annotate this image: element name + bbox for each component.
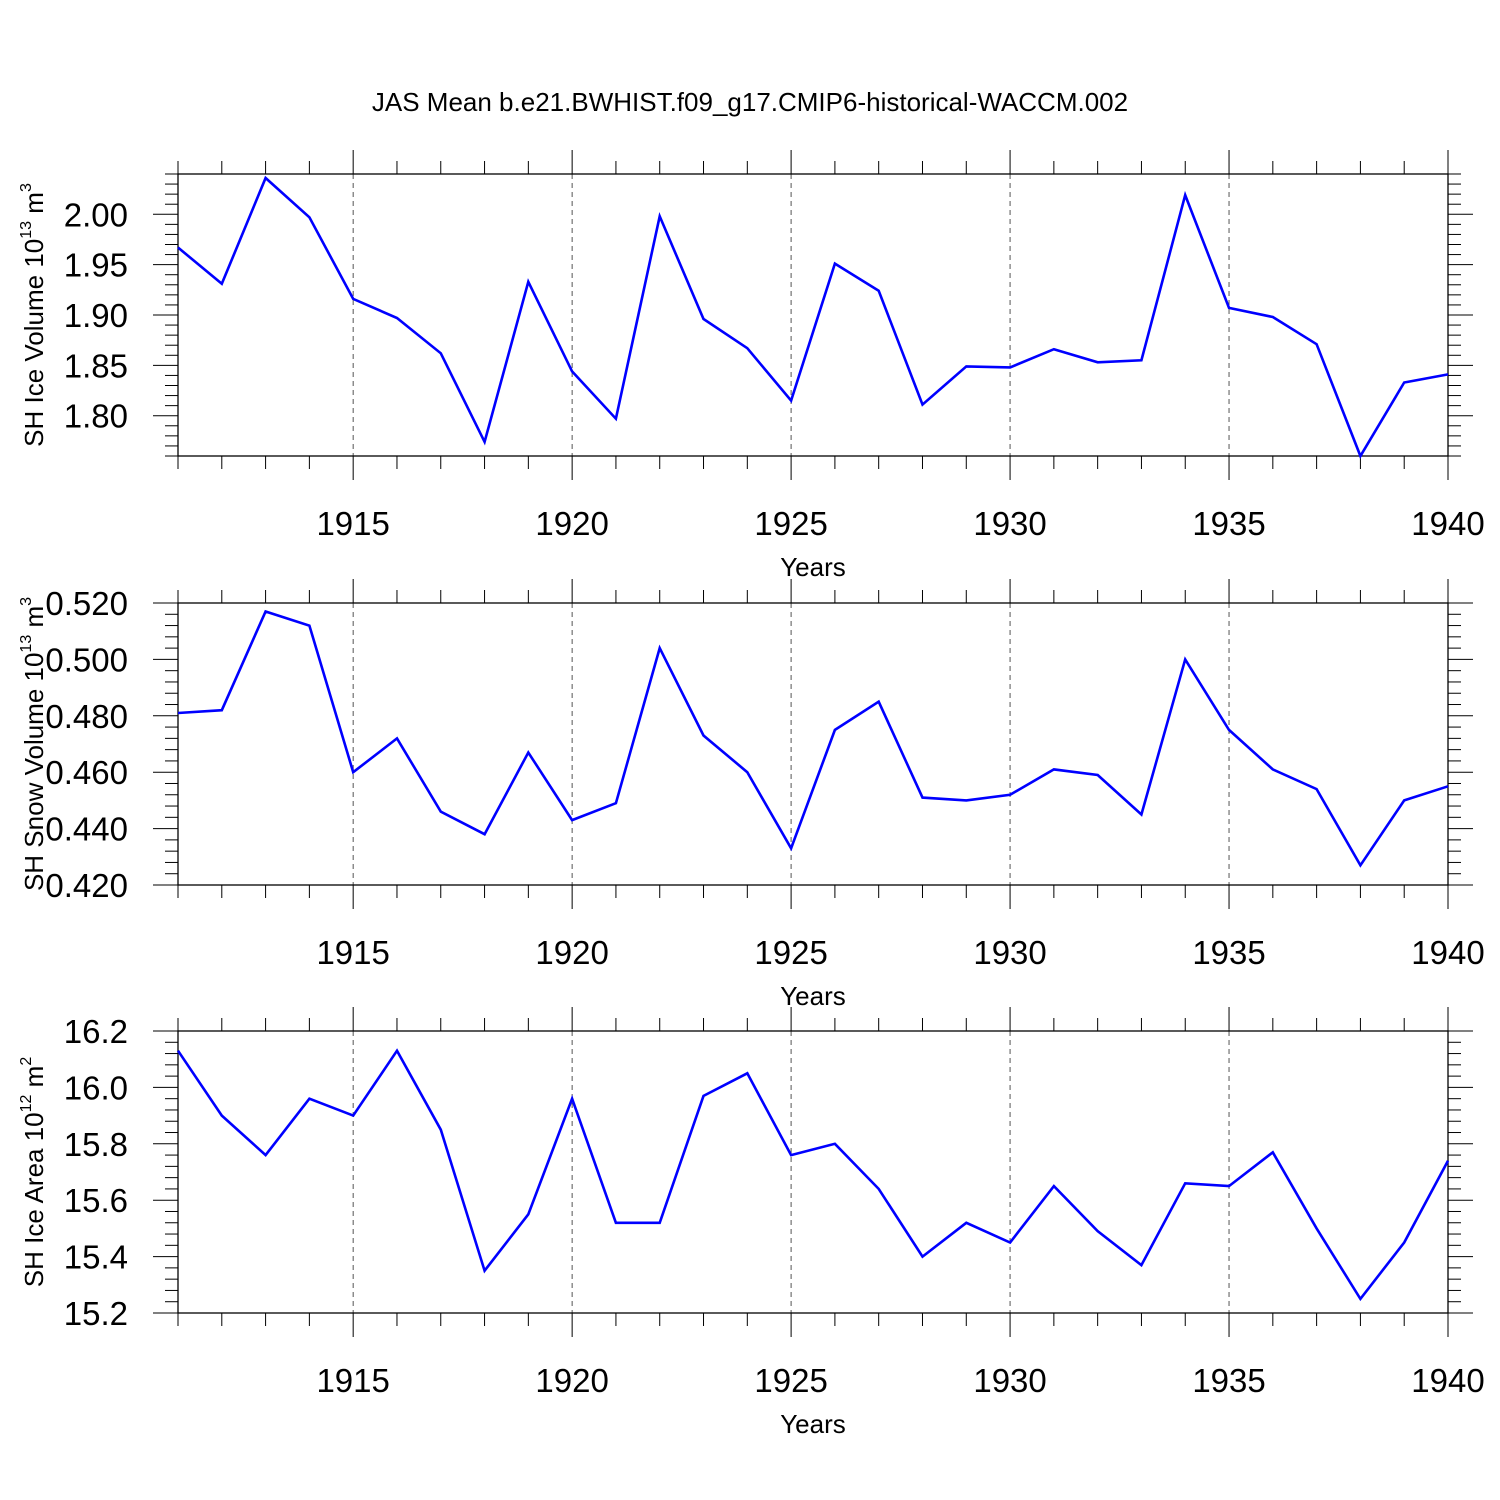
x-tick-label: 1920 (535, 505, 608, 542)
x-axis-title: Years (780, 552, 846, 582)
x-tick-label: 1935 (1192, 505, 1265, 542)
x-tick-label: 1935 (1192, 1362, 1265, 1399)
x-axis-title: Years (780, 1409, 846, 1439)
y-axis-title: SH Snow Volume 1013 m3 (18, 597, 49, 891)
y-axis-title-exponent: 3 (18, 597, 35, 606)
x-axis-title: Years (780, 981, 846, 1011)
x-tick-label: 1925 (754, 1362, 827, 1399)
y-tick-label: 0.500 (45, 641, 128, 678)
y-tick-label: 16.2 (64, 1013, 128, 1050)
x-tick-label: 1930 (973, 505, 1046, 542)
y-tick-label: 15.8 (64, 1126, 128, 1163)
panels-group: 1915 1920 1925 1930 1935 1940 1.80 1.85 1.90 1.95… (18, 150, 1485, 1439)
y-axis-title-exponent: 13 (18, 221, 35, 239)
figure-title: JAS Mean b.e21.BWHIST.f09_g17.CMIP6-hist… (372, 87, 1128, 117)
y-tick-label: 0.440 (45, 811, 128, 848)
series-line (177, 609, 1449, 868)
x-tick-label: 1940 (1411, 1362, 1484, 1399)
y-tick-label: 1.80 (64, 398, 128, 435)
y-axis-title-exponent: 12 (18, 1094, 35, 1112)
plot-frame (177, 1030, 1449, 1314)
x-tick-label: 1940 (1411, 934, 1484, 971)
y-axis-title-part: SH Ice Volume 10 (19, 239, 49, 447)
y-tick-label: 16.0 (64, 1069, 128, 1106)
x-tick-label: 1915 (316, 934, 389, 971)
chart-panel-3: 1915 1920 1925 1930 1935 1940 15.2 15.4 15.6 15.8… (18, 1007, 1485, 1439)
chart-panel-2: 1915 1920 1925 1930 1935 1940 0.420 0.440 0.460 0… (18, 579, 1485, 1011)
x-tick-label: 1925 (754, 934, 827, 971)
y-tick-label: 1.85 (64, 347, 128, 384)
x-tick-label: 1935 (1192, 934, 1265, 971)
x-tick-label: 1920 (535, 934, 608, 971)
y-axis-title-exponent: 2 (18, 1057, 35, 1066)
chart-panel-1: 1915 1920 1925 1930 1935 1940 1.80 1.85 1.90 1.95… (18, 150, 1485, 582)
y-tick-label: 15.2 (64, 1295, 128, 1332)
y-axis-title-part: m (19, 192, 49, 221)
y-tick-label: 15.6 (64, 1182, 128, 1219)
plot-frame (177, 602, 1449, 886)
y-axis-title-exponent: 13 (18, 635, 35, 653)
y-tick-label: 0.520 (45, 585, 128, 622)
x-tick-label: 1930 (973, 934, 1046, 971)
y-tick-label: 1.95 (64, 247, 128, 284)
y-axis-title-part: SH Snow Volume 10 (19, 653, 49, 891)
y-axis-title-part: m (19, 1066, 49, 1095)
series-line (177, 175, 1449, 459)
x-tick-label: 1915 (316, 505, 389, 542)
x-tick-label: 1940 (1411, 505, 1484, 542)
y-tick-label: 15.4 (64, 1239, 128, 1276)
x-tick-label: 1915 (316, 1362, 389, 1399)
y-axis-title-exponent: 3 (18, 183, 35, 192)
y-tick-label: 2.00 (64, 196, 128, 233)
y-tick-label: 0.460 (45, 754, 128, 791)
y-axis-title-part: SH Ice Area 10 (19, 1112, 49, 1287)
y-tick-label: 0.480 (45, 698, 128, 735)
y-axis-title: SH Ice Area 1012 m2 (18, 1057, 49, 1288)
y-tick-label: 1.90 (64, 297, 128, 334)
x-tick-label: 1920 (535, 1362, 608, 1399)
y-axis-title-part: m (19, 606, 49, 635)
series-line (176, 1048, 1450, 1302)
x-tick-label: 1930 (973, 1362, 1046, 1399)
y-tick-label: 0.420 (45, 867, 128, 904)
y-axis-title: SH Ice Volume 1013 m3 (18, 183, 49, 447)
x-tick-label: 1925 (754, 505, 827, 542)
